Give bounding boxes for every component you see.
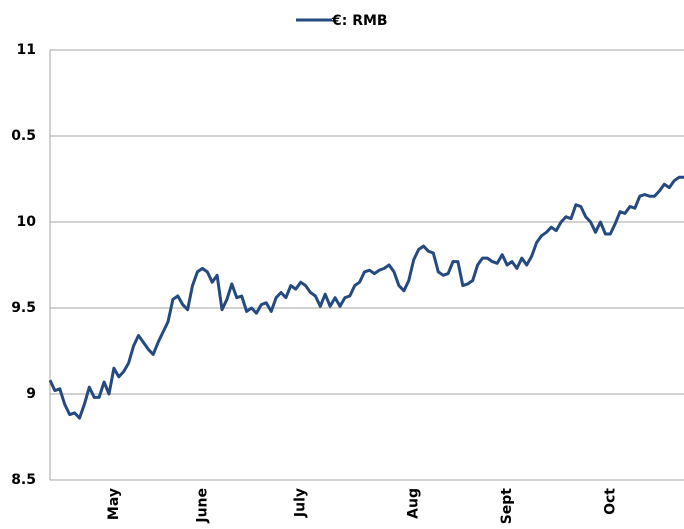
y-tick-label: 9.5 [11, 300, 36, 316]
x-tick-label: Oct [602, 488, 618, 515]
x-tick-label: June [194, 488, 210, 524]
x-tick-label: July [293, 488, 309, 518]
y-tick-label: 10 [17, 214, 37, 230]
x-tick-label: Aug [406, 488, 422, 519]
legend-label: €: RMB [331, 13, 388, 29]
x-tick-label: May [106, 488, 122, 520]
data-line [48, 175, 684, 420]
y-tick-label: 0.5 [11, 128, 36, 144]
y-tick-label: 11 [17, 42, 36, 58]
x-tick-label: Sept [499, 488, 515, 525]
y-tick-label: 8.5 [11, 472, 36, 488]
y-tick-label: 9 [26, 386, 36, 402]
